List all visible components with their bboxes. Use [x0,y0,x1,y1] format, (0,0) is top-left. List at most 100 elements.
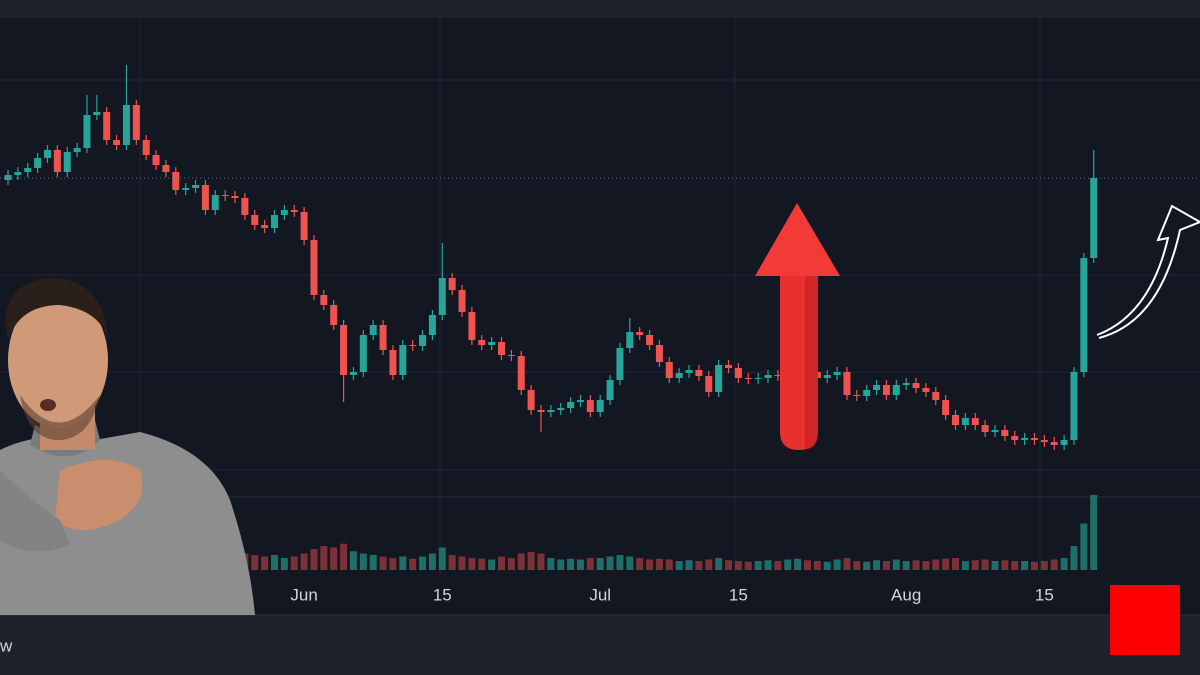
candle-body [478,340,486,345]
candle-body [231,196,239,198]
volume-bar [498,556,505,570]
x-tick-label: Aug [891,585,921,604]
candle-body [971,418,979,425]
red-square [1110,585,1180,655]
candle-body [636,332,644,335]
volume-bar [942,558,950,570]
candle-body [626,332,634,348]
candle-body [468,312,476,340]
candle-body [902,383,910,385]
candle-body [1080,258,1088,372]
volume-bar [636,558,644,570]
candle-body [1090,178,1098,258]
candle-body [744,378,752,379]
candle-body [192,185,200,188]
candle-body [409,345,417,346]
candle-body [438,278,446,315]
candle-body [103,112,111,140]
candle-body [359,335,367,372]
volume-bar [1001,560,1009,570]
candle-body [201,185,209,210]
volume-bar [981,559,989,570]
volume-bar [675,561,683,570]
candle-body [113,140,121,145]
volume-bar [1080,523,1088,570]
candle-body [725,365,733,368]
candle-body [823,375,831,378]
volume-bar [340,543,348,570]
candle-body [399,345,407,375]
candle-body [527,390,535,410]
volume-bar [448,555,456,570]
candle-body [991,430,999,432]
candle-body [547,410,555,412]
candle-body [606,380,614,400]
candle-body [882,385,890,395]
volume-bar [1040,561,1048,570]
volume-bar [725,560,733,570]
arm [0,470,70,552]
volume-bar [784,559,792,570]
bottom-bar [0,615,1200,675]
volume-bar [1030,561,1038,570]
face [8,292,108,428]
volume-bar [734,561,742,570]
candle-body [122,105,130,145]
volume-bar [902,561,910,570]
volume-bar [349,551,357,570]
candle-body [448,278,456,290]
candle-body [1021,438,1029,440]
candle-body [43,150,51,158]
candle-body [132,105,140,140]
candle-body [892,385,900,395]
volume-bar [803,560,811,570]
candle-body [715,365,723,392]
volume-bar [478,558,486,570]
volume-bar [576,559,584,570]
volume-bar [458,556,466,570]
candle-body [1040,440,1048,442]
x-tick-label: 15 [1035,585,1054,604]
candle-body [675,373,683,378]
x-tick-label: Jun [290,585,317,604]
candle-body [754,378,762,379]
volume-bar [1021,561,1029,570]
volume-bar [833,559,841,570]
volume-bar [715,558,723,570]
volume-bar [557,559,565,570]
candle-body [498,342,505,355]
candle-body [320,295,328,305]
candle-body [685,370,693,373]
volume-bar [744,561,752,570]
candle-body [596,400,604,412]
candle-body [1070,372,1078,440]
candle-body [280,210,288,215]
x-tick-label: 15 [433,585,452,604]
curve-arrow-outline [1096,204,1200,339]
volume-bar [251,555,259,570]
volume-bar [813,561,821,570]
volume-bar [517,553,525,570]
volume-bar [596,558,604,570]
hand [55,460,143,530]
candle-body [340,325,348,375]
volume-bar [873,560,881,570]
arrow-head [755,203,840,276]
volume-bar [547,558,555,570]
candle-body [379,325,387,350]
candle-body [73,148,81,152]
candle-body [507,355,515,356]
candle-body [774,375,782,376]
candle-body [557,408,565,410]
candle-body [290,210,298,212]
candle-body [330,305,338,325]
candle-body [1050,442,1058,445]
volume-bar [290,556,298,570]
volume-bar [646,559,654,570]
top-bar [0,0,1200,18]
beard [20,395,100,440]
volume-bar [616,555,624,570]
volume-bar [655,558,663,570]
volume-bar [399,556,407,570]
candle-body [655,345,663,362]
